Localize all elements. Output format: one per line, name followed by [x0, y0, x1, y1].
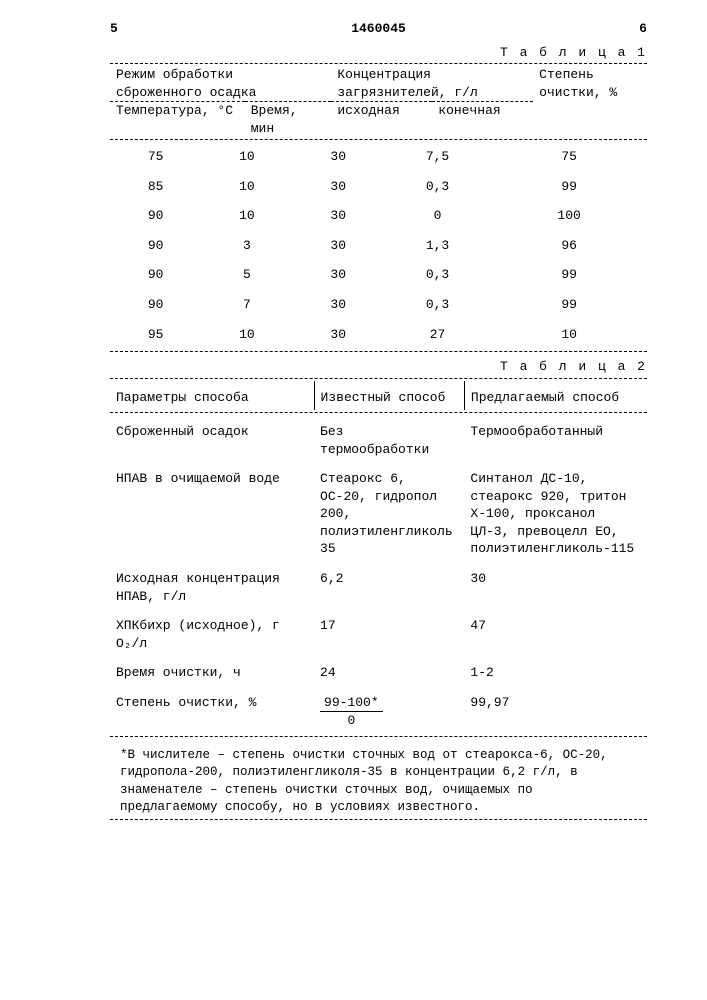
- table-cell: Сброженный осадок: [110, 415, 314, 462]
- rule: [110, 63, 647, 64]
- t1-c1: Температура, °С: [110, 102, 245, 138]
- table-cell: 99: [491, 260, 647, 290]
- table-cell: 10: [201, 142, 292, 172]
- table-cell: 75: [110, 142, 201, 172]
- table-cell: 10: [201, 201, 292, 231]
- page-num-left: 5: [110, 20, 118, 38]
- rule: [110, 819, 647, 820]
- table-cell: 99,97: [464, 686, 647, 734]
- table-cell: 7,5: [384, 142, 491, 172]
- table-cell: 30: [293, 231, 384, 261]
- table-cell: 90: [110, 201, 201, 231]
- table-cell: 90: [110, 290, 201, 320]
- table2-caption: Т а б л и ц а 2: [110, 358, 647, 376]
- table-cell: 6,2: [314, 562, 464, 609]
- t1-group3: Степень очистки, %: [533, 66, 647, 137]
- rule: [110, 351, 647, 352]
- table-cell: Термообработанный: [464, 415, 647, 462]
- page-num-right: 6: [639, 20, 647, 38]
- table1-body: 7510307,5758510300,3999010300100903301,3…: [110, 142, 647, 349]
- table-cell: 5: [201, 260, 292, 290]
- table-cell: 0,3: [384, 172, 491, 202]
- table-cell: 96: [491, 231, 647, 261]
- table-cell: НПАВ в очищаемой воде: [110, 462, 314, 562]
- t1-group1: Режим обработки сброженного осадка: [110, 66, 331, 102]
- table-cell: 75: [491, 142, 647, 172]
- table-cell: 85: [110, 172, 201, 202]
- table-cell: 90: [110, 260, 201, 290]
- table1-caption: Т а б л и ц а 1: [110, 44, 647, 62]
- table-cell: 99: [491, 290, 647, 320]
- table-cell: 27: [384, 320, 491, 350]
- t1-c2: Время, мин: [245, 102, 332, 138]
- table-cell: Без термообработки: [314, 415, 464, 462]
- table-cell: Степень очистки, %: [110, 686, 314, 734]
- t1-c3: исходная: [331, 102, 432, 138]
- table-cell: 30: [293, 201, 384, 231]
- table-cell: 17: [314, 609, 464, 656]
- table-cell: 10: [201, 172, 292, 202]
- table-cell: Стеарокс 6, ОС-20, гидропол 200, полиэти…: [314, 462, 464, 562]
- table-cell: 0,3: [384, 260, 491, 290]
- rule: [110, 736, 647, 737]
- table-cell: 10: [491, 320, 647, 350]
- table2-head: Параметры способа Известный способ Предл…: [110, 381, 647, 411]
- table-cell: 30: [293, 320, 384, 350]
- rule: [110, 412, 647, 413]
- table-cell: 7: [201, 290, 292, 320]
- table-cell: Исходная концентрация НПАВ, г/л: [110, 562, 314, 609]
- t1-group2: Концентрация загрязнителей, г/л: [331, 66, 533, 102]
- t1-c4: конечная: [432, 102, 533, 138]
- table1: Режим обработки сброженного осадка Конце…: [110, 66, 647, 137]
- table-cell: 30: [293, 172, 384, 202]
- table-cell: 0,3: [384, 290, 491, 320]
- rule: [110, 378, 647, 379]
- table-cell: Синтанол ДС-10, стеарокс 920, тритон Х-1…: [464, 462, 647, 562]
- footnote: *В числителе – степень очистки сточных в…: [110, 747, 647, 817]
- table-cell: 10: [201, 320, 292, 350]
- table-cell: ХПКбихр (исходное), г О₂/л: [110, 609, 314, 656]
- table-cell: 1,3: [384, 231, 491, 261]
- table-cell: 3: [201, 231, 292, 261]
- table2-body: Сброженный осадокБез термообработкиТермо…: [110, 415, 647, 734]
- table-cell: 30: [293, 290, 384, 320]
- table-cell: 30: [464, 562, 647, 609]
- t2-h0: Параметры способа: [110, 381, 314, 411]
- doc-number: 1460045: [351, 20, 406, 38]
- t2-h1: Известный способ: [314, 381, 464, 411]
- table-cell: 95: [110, 320, 201, 350]
- table-cell: 99-100*0: [314, 686, 464, 734]
- table-cell: 47: [464, 609, 647, 656]
- t2-h2: Предлагаемый способ: [464, 381, 647, 411]
- table-cell: 100: [491, 201, 647, 231]
- table-cell: 30: [293, 260, 384, 290]
- table-cell: 1-2: [464, 656, 647, 686]
- page-header: 5 1460045 6: [110, 20, 647, 38]
- table-cell: Время очистки, ч: [110, 656, 314, 686]
- rule: [110, 139, 647, 140]
- table-cell: 99: [491, 172, 647, 202]
- table-cell: 90: [110, 231, 201, 261]
- table-cell: 0: [384, 201, 491, 231]
- table-cell: 30: [293, 142, 384, 172]
- table-cell: 24: [314, 656, 464, 686]
